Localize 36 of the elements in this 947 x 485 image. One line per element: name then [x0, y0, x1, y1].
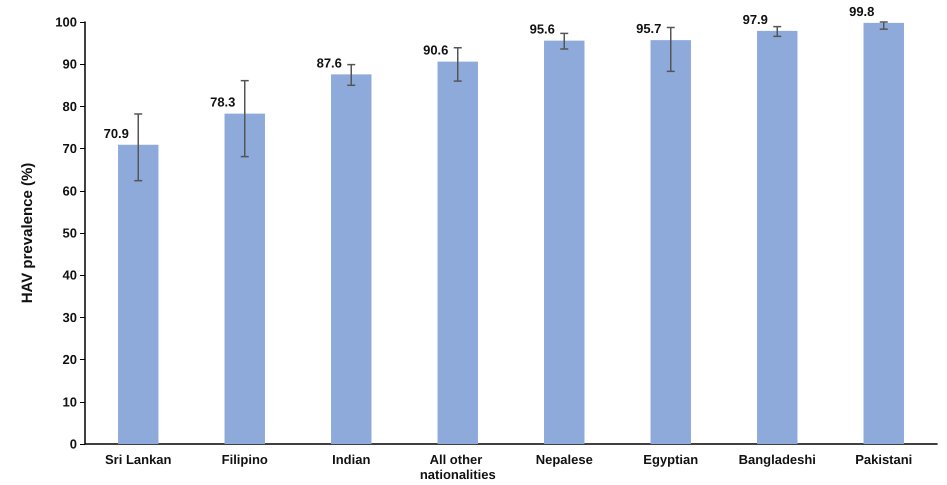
y-tick-label: 30	[62, 310, 77, 325]
bar	[650, 40, 691, 444]
y-axis-title: HAV prevalence (%)	[19, 162, 36, 304]
y-tick-label: 40	[62, 268, 77, 283]
y-tick-label: 50	[62, 226, 77, 240]
bar	[544, 40, 584, 444]
x-tick-label: Bangladeshi	[738, 452, 816, 467]
x-tick-label: Nepalese	[536, 452, 593, 467]
x-tick-label: Sri Lankan	[105, 452, 172, 467]
y-tick-label: 100	[55, 14, 77, 30]
data-label: 97.9	[742, 12, 768, 27]
data-label: 95.6	[530, 22, 555, 37]
data-label: 78.3	[210, 94, 236, 110]
y-tick-label: 70	[62, 141, 77, 156]
y-tick-label: 60	[62, 183, 77, 198]
y-tick-label: 10	[62, 394, 77, 410]
x-tick-label: All other nationalities	[420, 452, 496, 482]
y-tick-label: 0	[70, 436, 77, 452]
bar	[757, 30, 798, 444]
bar	[118, 144, 158, 444]
x-tick-label: Indian	[332, 452, 370, 467]
data-label: 95.7	[636, 21, 662, 36]
y-tick-label: 90	[62, 56, 77, 72]
x-tick-label: Egyptian	[643, 452, 698, 467]
x-tick-label: Filipino	[222, 452, 268, 467]
y-tick-label: 80	[62, 98, 77, 114]
bar	[331, 74, 372, 444]
y-tick-label: 20	[62, 352, 77, 368]
data-label: 87.6	[316, 55, 342, 70]
bar	[438, 62, 478, 444]
bar	[864, 22, 904, 444]
bar	[224, 114, 265, 444]
data-label: 99.8	[849, 4, 874, 19]
data-label: 70.9	[104, 126, 129, 141]
data-label: 90.6	[423, 42, 448, 58]
x-tick-label: Pakistani	[855, 452, 912, 467]
